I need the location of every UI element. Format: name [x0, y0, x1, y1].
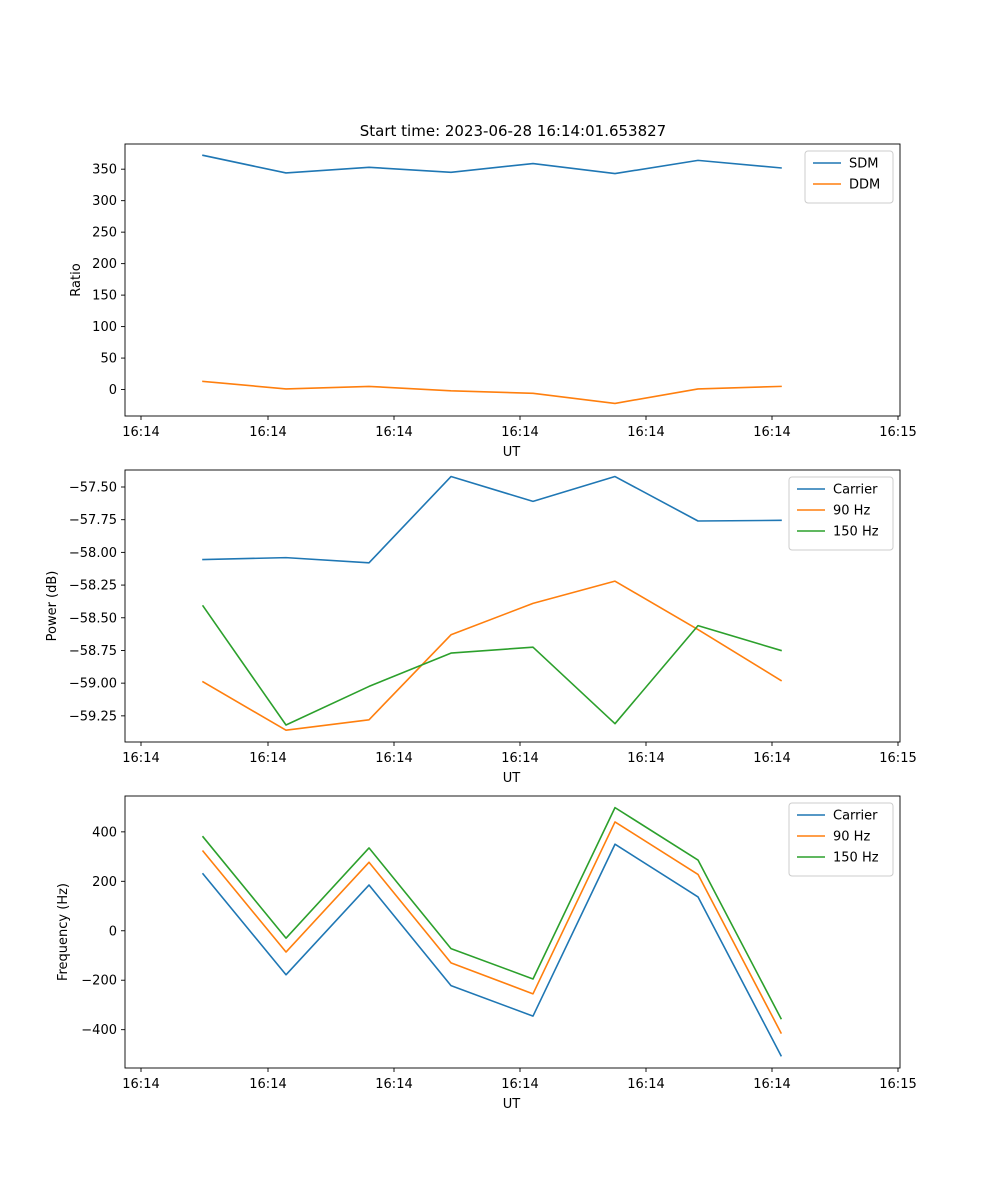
legend: Carrier 90 Hz 150 Hz: [788, 476, 894, 551]
x-axis-label: UT: [503, 771, 521, 786]
y-tick-label: 50: [100, 352, 117, 367]
legend: SDM DDM: [804, 150, 894, 204]
y-tick-label: 0: [109, 924, 117, 939]
series-line-90-hz: [201, 580, 783, 732]
y-tick-label: −57.75: [69, 513, 117, 528]
y-tick-label: 300: [92, 194, 117, 209]
legend-label: 150 Hz: [833, 525, 879, 540]
y-tick-label: −59.00: [69, 677, 117, 692]
series-line-ddm: [202, 380, 782, 405]
y-tick-label: 350: [92, 163, 117, 178]
series-line-150-hz: [201, 806, 783, 1020]
y-axis-label: Power (dB): [45, 571, 60, 642]
chart-panel-2: 16:14 16:14 16:14 16:14 16:14 16:14 16:15 −59.2…: [45, 469, 917, 786]
series-line-90-hz: [201, 821, 783, 1034]
x-tick-label: 16:14: [122, 425, 159, 440]
y-tick-label: −58.50: [69, 611, 117, 626]
y-tick-label: −58.75: [69, 644, 117, 659]
x-tick-label: 16:14: [122, 751, 159, 766]
y-tick-label: 250: [92, 226, 117, 241]
y-tick-label: 0: [109, 383, 117, 398]
x-tick-label: 16:14: [753, 1077, 790, 1092]
x-tick-label: 16:14: [627, 1077, 664, 1092]
y-tick-label: −400: [81, 1023, 117, 1038]
axes-frame: [124, 143, 901, 417]
y-tick-label: −200: [81, 974, 117, 989]
x-tick-label: 16:15: [879, 751, 916, 766]
panels: 16:14 16:14 16:14 16:14 16:14 16:14 16:15 0 50 10…: [45, 143, 917, 1112]
x-tick-label: 16:14: [753, 751, 790, 766]
legend-label: 150 Hz: [833, 851, 879, 866]
x-tick-label: 16:15: [879, 425, 916, 440]
x-tick-label: 16:14: [122, 1077, 159, 1092]
x-tick-label: 16:14: [375, 425, 412, 440]
x-tick-label: 16:14: [501, 425, 538, 440]
figure-title: Start time: 2023-06-28 16:14:01.653827: [360, 122, 666, 140]
legend-label: 90 Hz: [833, 504, 870, 519]
y-tick-label: 100: [92, 320, 117, 335]
axes-frame: [124, 469, 901, 743]
x-tick-label: 16:14: [501, 1077, 538, 1092]
x-tick-label: 16:14: [375, 751, 412, 766]
legend-label: SDM: [849, 157, 878, 172]
x-tick-label: 16:14: [249, 751, 286, 766]
x-tick-label: 16:14: [501, 751, 538, 766]
y-tick-label: 150: [92, 289, 117, 304]
y-axis-label: Frequency (Hz): [56, 883, 71, 981]
y-tick-label: −58.25: [69, 579, 117, 594]
legend-label: DDM: [849, 178, 880, 193]
legend-label: 90 Hz: [833, 830, 870, 845]
x-tick-label: 16:15: [879, 1077, 916, 1092]
x-tick-label: 16:14: [753, 425, 790, 440]
y-tick-label: −58.00: [69, 546, 117, 561]
x-tick-label: 16:14: [375, 1077, 412, 1092]
y-axis-label: Ratio: [69, 263, 84, 296]
y-tick-label: 200: [92, 875, 117, 890]
legend-label: Carrier: [833, 483, 878, 498]
y-tick-label: −57.50: [69, 481, 117, 496]
chart-panel-3: 16:14 16:14 16:14 16:14 16:14 16:14 16:15 −400 −…: [56, 795, 917, 1112]
series-line-sdm: [202, 154, 782, 175]
axes-frame: [124, 795, 901, 1069]
x-tick-label: 16:14: [627, 751, 664, 766]
series-line-carrier: [202, 475, 782, 564]
x-axis-label: UT: [503, 445, 521, 460]
x-axis-label: UT: [503, 1097, 521, 1112]
y-tick-label: 200: [92, 257, 117, 272]
y-tick-label: −59.25: [69, 709, 117, 724]
y-tick-label: 400: [92, 825, 117, 840]
legend-box: [804, 150, 894, 204]
series-line-carrier: [201, 843, 783, 1057]
x-tick-label: 16:14: [627, 425, 664, 440]
x-tick-label: 16:14: [249, 1077, 286, 1092]
chart-panel-1: 16:14 16:14 16:14 16:14 16:14 16:14 16:15 0 50 10…: [69, 143, 917, 460]
legend: Carrier 90 Hz 150 Hz: [788, 802, 894, 877]
legend-label: Carrier: [833, 809, 878, 824]
series-line-150-hz: [201, 604, 782, 726]
x-tick-label: 16:14: [249, 425, 286, 440]
